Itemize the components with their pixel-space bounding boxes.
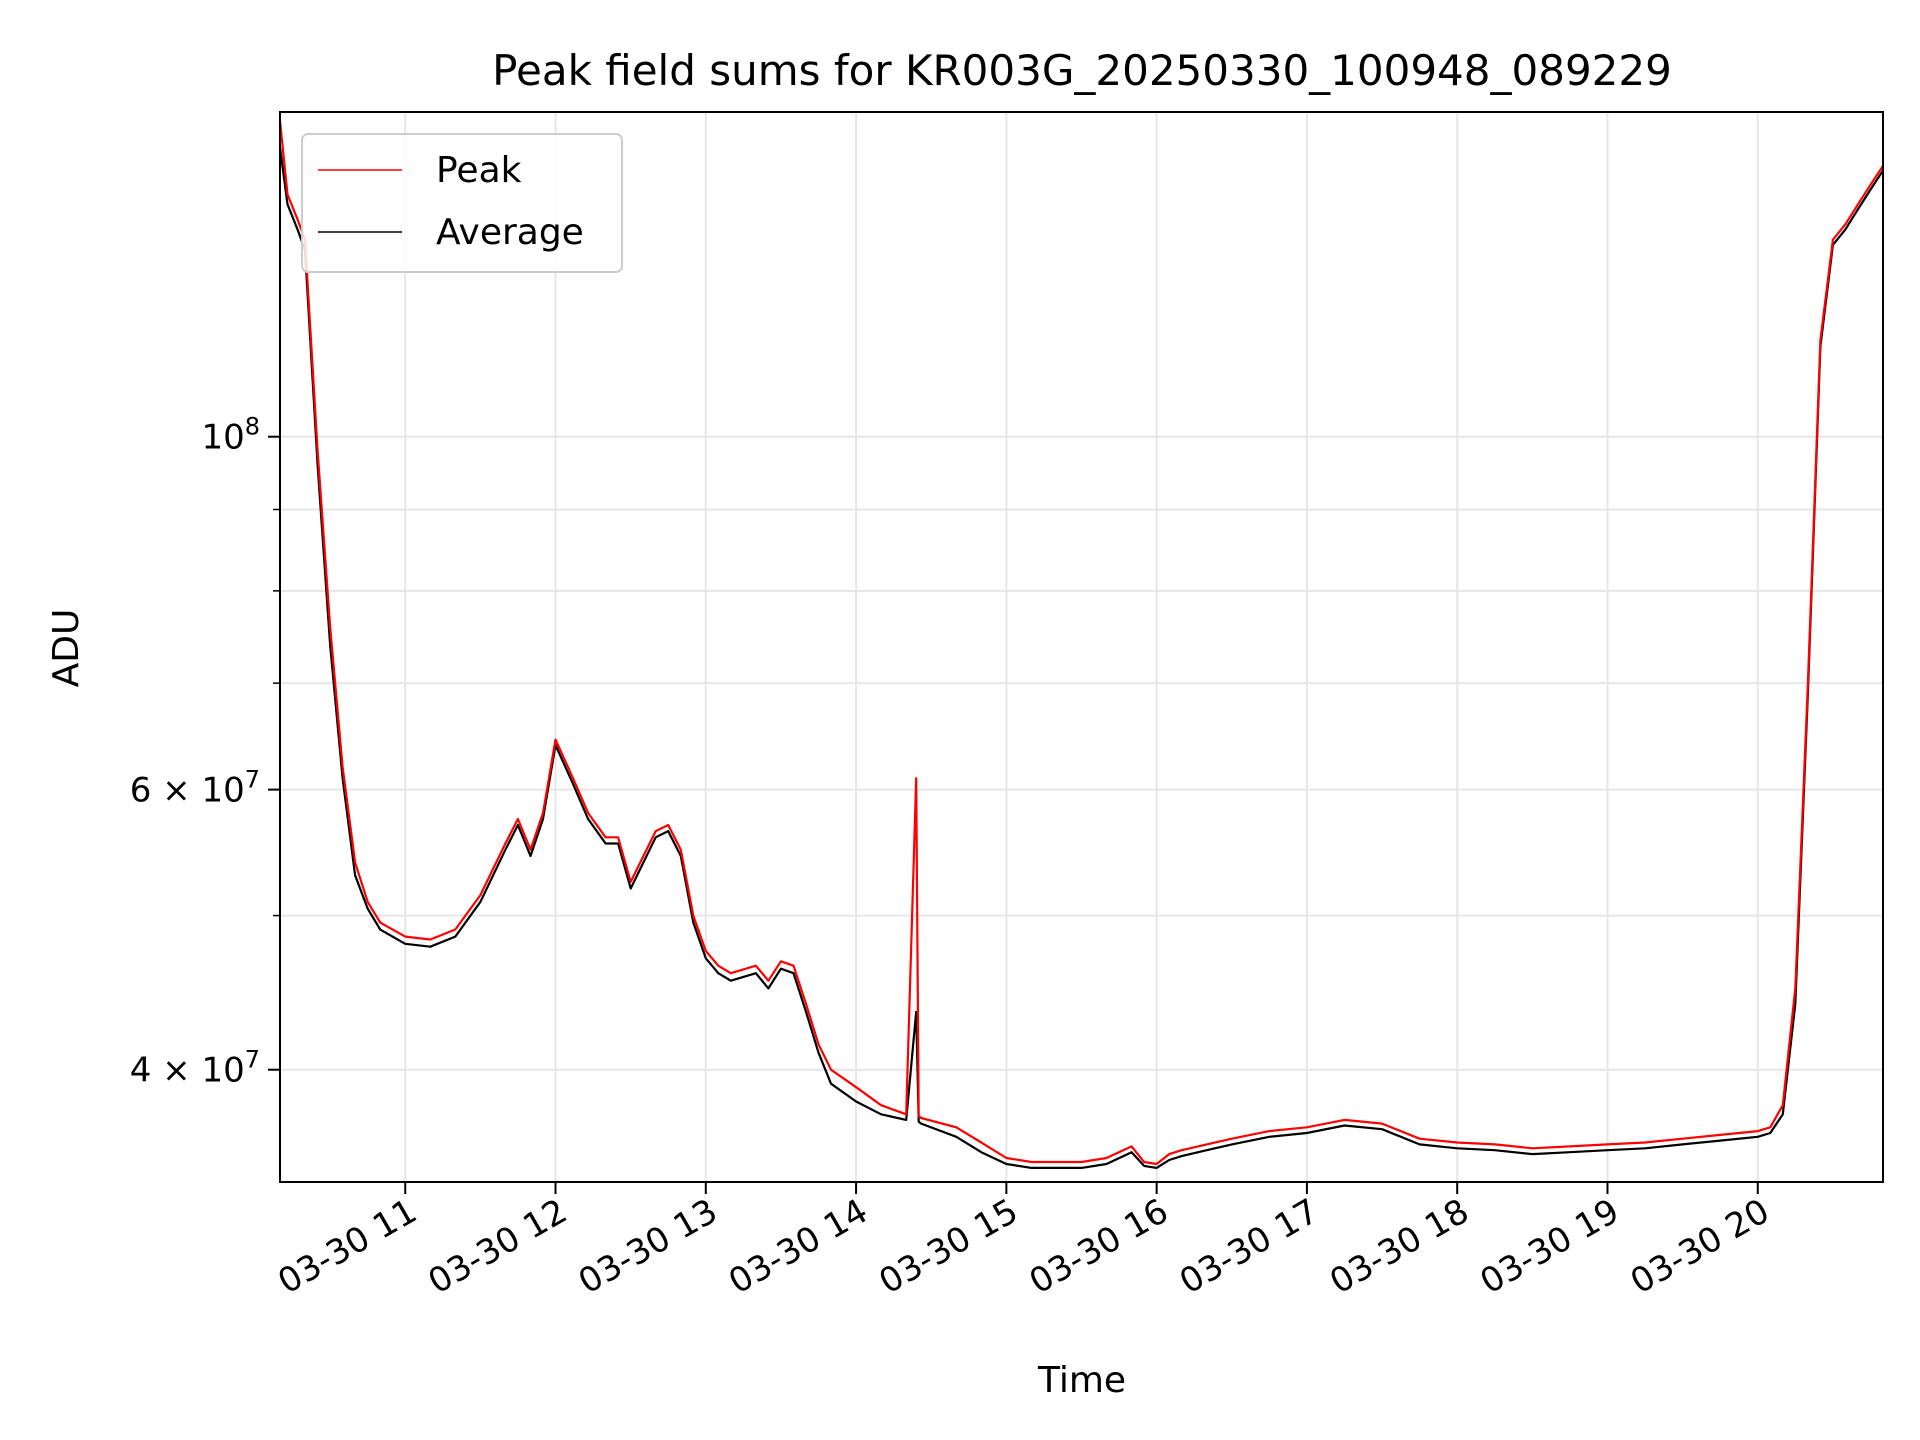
legend: Peak Average: [302, 134, 622, 272]
x-axis-label: Time: [1037, 1360, 1126, 1401]
y-tick-exponent: 7: [245, 1046, 260, 1074]
y-tick-label: 4 × 107: [130, 1046, 260, 1091]
y-tick-label: 6 × 107: [130, 766, 260, 811]
y-tick-exponent: 7: [245, 766, 260, 794]
chart-title: Peak field sums for KR003G_20250330_1009…: [492, 46, 1672, 95]
legend-label-average: Average: [436, 212, 584, 253]
y-tick-exponent: 8: [245, 413, 260, 441]
y-axis-label: ADU: [46, 609, 87, 688]
legend-label-peak: Peak: [436, 150, 522, 191]
